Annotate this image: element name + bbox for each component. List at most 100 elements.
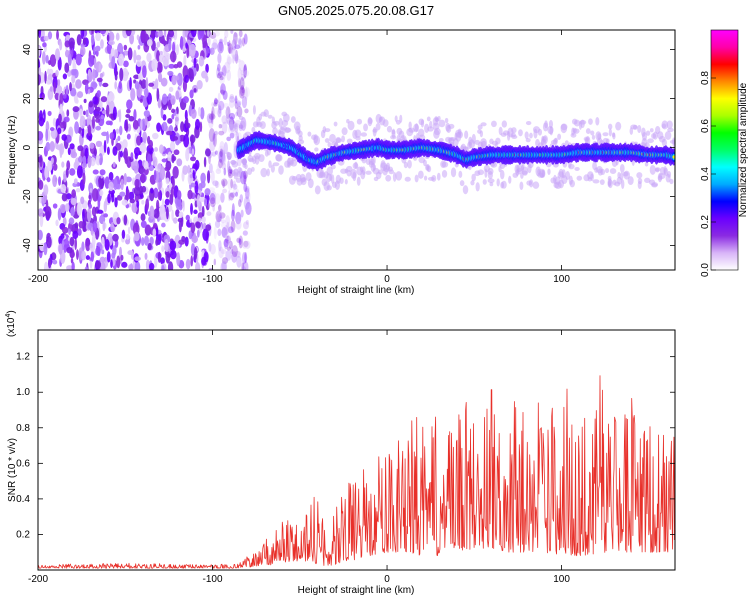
spectrogram-halo-cell — [420, 119, 425, 128]
spectrogram-halo-cell — [568, 163, 575, 170]
spectrogram-noise-cell — [223, 142, 228, 155]
spectrogram-noise-cell — [69, 81, 72, 92]
spectrogram-halo-cell — [313, 134, 319, 144]
spectrogram-noise-cell — [220, 178, 228, 187]
spectrogram-halo-cell — [450, 167, 457, 178]
spectrogram-noise-cell — [219, 148, 223, 158]
spectrogram-noise-cell — [158, 72, 163, 83]
spectrogram-halo-cell — [599, 179, 605, 186]
spectrogram-noise-cell — [96, 90, 101, 98]
spectrogram-noise-cell — [221, 115, 228, 124]
spectrogram-halo-cell — [623, 170, 630, 180]
spectrogram-noise-cell — [227, 171, 234, 179]
spectrogram-noise-cell — [240, 70, 244, 76]
spectrogram-noise-cell — [168, 86, 174, 93]
spectrogram-noise-cell — [52, 163, 58, 171]
spectrogram-noise-cell — [223, 224, 229, 237]
spectrogram-noise-cell — [116, 255, 121, 269]
spectrogram-noise-cell — [72, 106, 80, 113]
spectrogram-noise-cell — [52, 117, 57, 127]
spectrogram-noise-cell — [66, 265, 73, 270]
spectrogram-noise-cell — [95, 246, 101, 256]
spectrogram-halo-cell — [501, 120, 508, 128]
spectrogram-noise-cell — [206, 170, 211, 184]
spectrogram-noise-cell — [176, 72, 183, 87]
spectrogram-halo-cell — [444, 117, 449, 124]
spectrogram-noise-cell — [57, 208, 62, 221]
spectrogram-halo-cell — [346, 169, 352, 177]
spectrogram-halo-cell — [365, 170, 372, 175]
spectrogram-noise-cell — [145, 77, 149, 91]
spectrogram-noise-cell — [218, 158, 223, 169]
spectrogram-noise-cell — [119, 67, 124, 82]
y-tick-label: 40 — [22, 44, 33, 56]
spectrogram-noise-cell — [105, 104, 110, 118]
spectrogram-noise-cell — [213, 102, 218, 107]
spectrogram-noise-cell — [243, 33, 248, 45]
spectrogram-halo-cell — [636, 172, 643, 179]
spectrogram-halo-cell — [260, 167, 268, 178]
spectrogram-noise-cell — [118, 246, 123, 258]
spectrogram-noise-cell — [216, 163, 221, 172]
spectrogram-halo-cell — [519, 181, 524, 191]
spectrogram-halo-cell — [418, 170, 424, 179]
spectrogram-noise-cell — [171, 209, 174, 221]
spectrogram-noise-cell — [52, 174, 58, 188]
spectrogram-halo-cell — [329, 133, 336, 143]
spectrogram-noise-cell — [243, 63, 248, 78]
spectrogram-halo-cell — [327, 141, 332, 148]
spectrogram-halo-cell — [524, 131, 529, 140]
spectrogram-noise-cell — [243, 174, 247, 185]
spectrogram-noise-cell — [235, 211, 242, 225]
spectrogram-noise-cell — [129, 32, 134, 45]
spectrogram-noise-cell — [237, 101, 241, 107]
spectrogram-halo-cell — [661, 120, 669, 130]
spectrogram-noise-cell — [238, 60, 246, 72]
spectrogram-noise-cell — [83, 110, 86, 116]
spectrogram-noise-cell — [183, 55, 187, 67]
spectrogram-noise-cell — [107, 193, 111, 204]
spectrogram-signal-core — [672, 155, 675, 159]
spectrogram-noise-cell — [115, 128, 120, 134]
spectrogram-noise-cell — [189, 174, 194, 179]
spectrogram-halo-cell — [404, 176, 411, 182]
spectrogram-halo-cell — [427, 165, 432, 173]
spectrogram-noise-cell — [238, 30, 243, 38]
spectrogram-noise-cell — [126, 99, 133, 110]
spectrogram-noise-cell — [111, 252, 116, 259]
spectrogram-noise-cell — [140, 213, 146, 222]
spectrogram-noise-cell — [90, 250, 95, 262]
spectrogram-noise-cell — [161, 158, 168, 163]
spectrogram-halo-cell — [298, 135, 303, 142]
spectrogram-halo-cell — [251, 126, 256, 134]
spectrogram-halo-cell — [375, 123, 381, 131]
spectrogram-halo-cell — [438, 119, 446, 128]
spectrogram-noise-cell — [143, 160, 149, 170]
spectrogram-noise-cell — [79, 108, 83, 118]
spectrogram-noise-cell — [45, 79, 52, 85]
spectrogram-noise-cell — [169, 240, 177, 251]
spectrogram-noise-cell — [209, 32, 217, 39]
spectrogram-noise-cell — [127, 226, 131, 235]
spectrogram-halo-cell — [608, 128, 612, 137]
spectrogram-noise-cell — [175, 209, 180, 217]
spectrogram-noise-cell — [140, 237, 145, 246]
spectrogram-halo-cell — [290, 159, 298, 167]
spectrogram-halo-cell — [557, 133, 562, 140]
spectrogram-halo-cell — [537, 128, 543, 136]
spectrogram-halo-cell — [333, 121, 338, 127]
spectrogram-noise-cell — [99, 30, 107, 35]
spectrogram-noise-cell — [95, 45, 101, 52]
spectrogram-noise-cell — [239, 170, 247, 185]
spectrogram-noise-cell — [225, 250, 232, 261]
spectrogram-noise-cell — [208, 113, 216, 121]
spectrogram-noise-cell — [173, 63, 179, 69]
spectrogram-noise-cell — [217, 92, 221, 102]
spectrogram-noise-cell — [46, 68, 51, 75]
spectrogram-noise-cell — [195, 118, 201, 131]
spectrogram-halo-cell — [592, 179, 600, 184]
spectrogram-noise-cell — [133, 160, 139, 174]
spectrogram-noise-cell — [238, 78, 241, 88]
spectrogram-noise-cell — [103, 139, 107, 153]
spectrogram-noise-cell — [134, 81, 140, 90]
